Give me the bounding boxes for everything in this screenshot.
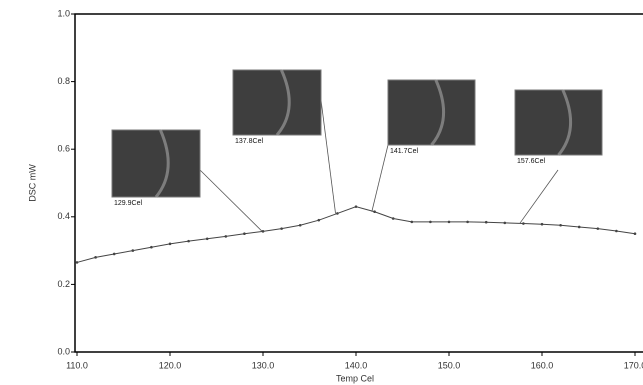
data-point: [317, 218, 321, 222]
data-point: [187, 239, 190, 243]
data-point: [391, 217, 395, 220]
data-point: [447, 220, 451, 224]
data-point: [522, 222, 525, 225]
annotation-label: 141.7Cel: [390, 148, 418, 155]
data-point: [298, 223, 302, 227]
inset-photo: [514, 89, 603, 156]
x-axis-label: Temp Cel: [336, 373, 374, 383]
leader-line: [371, 144, 389, 212]
data-point: [280, 227, 283, 230]
x-tick-label: 110.0: [66, 360, 88, 370]
y-tick-label: 1.0: [57, 8, 70, 18]
x-tick-label: 160.0: [531, 360, 554, 370]
x-tick-label: 140.0: [345, 360, 368, 370]
data-point: [75, 261, 79, 264]
data-point: [540, 222, 544, 226]
y-tick-label: 0.2: [57, 279, 70, 289]
data-point: [354, 205, 358, 208]
data-point: [243, 232, 246, 235]
leader-line: [320, 99, 336, 214]
annotation-label: 157.6Cel: [517, 158, 545, 165]
y-tick-label: 0.4: [57, 211, 70, 221]
data-point: [150, 245, 153, 249]
annotation-label: 129.9Cel: [114, 200, 142, 207]
data-point: [205, 237, 209, 241]
annotation-label: 137.8Cel: [235, 138, 263, 145]
data-point: [429, 220, 432, 224]
inset-photo: [387, 79, 476, 146]
x-tick-label: 130.0: [252, 360, 275, 370]
y-tick-label: 0.6: [57, 144, 70, 154]
data-point: [596, 227, 600, 230]
leader-line: [199, 169, 263, 232]
data-point: [168, 242, 172, 246]
photo-detail: [154, 129, 170, 198]
plot-frame: [74, 13, 643, 353]
inset-photo: [111, 129, 201, 198]
data-point: [224, 235, 228, 238]
data-point: [336, 212, 339, 215]
data-point: [373, 210, 376, 214]
photo-detail: [430, 79, 446, 146]
data-point: [410, 220, 414, 224]
data-point: [261, 230, 265, 233]
data-point: [503, 221, 507, 225]
x-tick-label: 170.0: [624, 360, 643, 370]
data-point: [131, 249, 135, 252]
inset-photo: [232, 69, 322, 136]
data-point: [577, 225, 581, 229]
y-tick-label: 0.0: [57, 346, 70, 356]
x-tick-label: 150.0: [438, 360, 461, 370]
y-tick-label: 0.8: [57, 76, 70, 86]
data-point: [484, 220, 488, 224]
data-point: [615, 229, 618, 233]
data-point: [94, 256, 97, 259]
data-point: [633, 232, 637, 235]
x-tick-label: 120.0: [159, 360, 182, 370]
data-point: [466, 220, 469, 224]
data-point: [112, 252, 116, 256]
y-axis-label: DSC mW: [27, 164, 37, 202]
data-point: [559, 223, 562, 227]
leader-line: [519, 169, 559, 224]
data-line: [76, 206, 636, 263]
photo-detail: [557, 89, 573, 156]
photo-detail: [275, 69, 291, 136]
